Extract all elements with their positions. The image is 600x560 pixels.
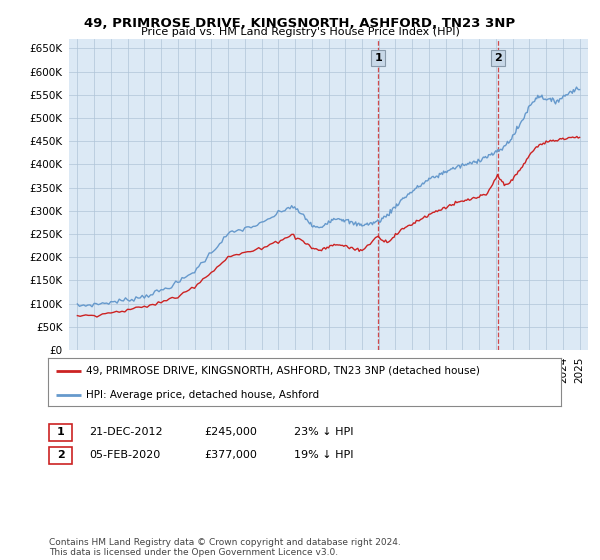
Text: 23% ↓ HPI: 23% ↓ HPI (294, 427, 353, 437)
Text: 49, PRIMROSE DRIVE, KINGSNORTH, ASHFORD, TN23 3NP: 49, PRIMROSE DRIVE, KINGSNORTH, ASHFORD,… (85, 17, 515, 30)
Text: 21-DEC-2012: 21-DEC-2012 (89, 427, 163, 437)
Text: 2: 2 (494, 53, 502, 63)
Text: £377,000: £377,000 (204, 450, 257, 460)
Text: 1: 1 (374, 53, 382, 63)
Text: 05-FEB-2020: 05-FEB-2020 (89, 450, 160, 460)
Text: 1: 1 (57, 427, 64, 437)
Text: 19% ↓ HPI: 19% ↓ HPI (294, 450, 353, 460)
Text: 2: 2 (57, 450, 64, 460)
Text: 49, PRIMROSE DRIVE, KINGSNORTH, ASHFORD, TN23 3NP (detached house): 49, PRIMROSE DRIVE, KINGSNORTH, ASHFORD,… (86, 366, 481, 376)
Text: Contains HM Land Registry data © Crown copyright and database right 2024.
This d: Contains HM Land Registry data © Crown c… (49, 538, 401, 557)
Text: HPI: Average price, detached house, Ashford: HPI: Average price, detached house, Ashf… (86, 390, 320, 400)
Text: Price paid vs. HM Land Registry's House Price Index (HPI): Price paid vs. HM Land Registry's House … (140, 27, 460, 37)
Text: £245,000: £245,000 (204, 427, 257, 437)
